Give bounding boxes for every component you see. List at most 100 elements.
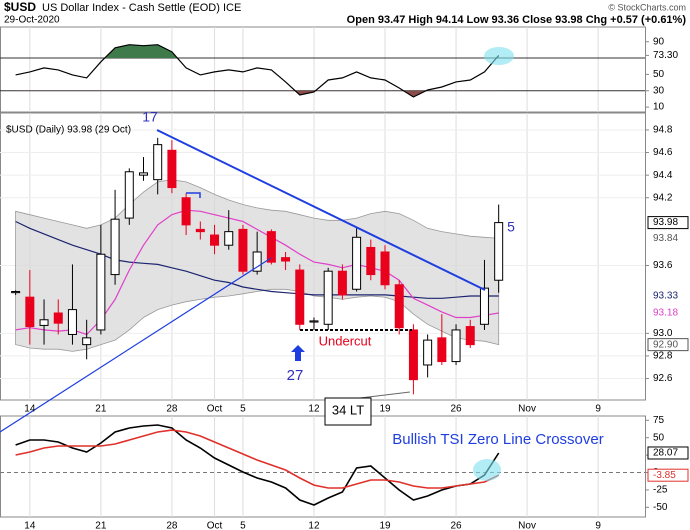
value-box bbox=[647, 216, 689, 230]
last-value-label: 93.33 bbox=[653, 291, 678, 302]
candle-body bbox=[394, 284, 404, 329]
candle-body bbox=[67, 309, 77, 335]
x-tick-label: Nov bbox=[518, 404, 536, 415]
candle-body bbox=[238, 228, 248, 272]
downtrend-line bbox=[156, 129, 486, 291]
y-tick-label: -25 bbox=[653, 485, 668, 496]
moving-average bbox=[15, 220, 499, 299]
y-tick-label: 94.6 bbox=[653, 147, 673, 158]
x-tick-label: 12 bbox=[308, 404, 320, 415]
candle-body bbox=[366, 246, 376, 276]
x-tick-label: Oct bbox=[207, 521, 223, 530]
x-tick-label: 12 bbox=[308, 521, 320, 530]
highlight bbox=[473, 459, 501, 481]
x-tick-label: 19 bbox=[379, 521, 391, 530]
x-tick-label: 21 bbox=[95, 521, 107, 530]
candle-body bbox=[437, 337, 447, 363]
annotation: 17 bbox=[142, 109, 158, 125]
y-tick-label: 50 bbox=[653, 69, 665, 80]
annotation: 27 bbox=[287, 367, 304, 384]
last-value-label: 93.18 bbox=[653, 308, 678, 319]
candle-body bbox=[465, 326, 475, 346]
candle-body bbox=[266, 231, 276, 263]
candle-body bbox=[224, 231, 234, 246]
candle-body bbox=[451, 329, 461, 363]
x-tick-label: Oct bbox=[207, 404, 223, 415]
callout-box bbox=[324, 397, 372, 426]
candle-body bbox=[11, 291, 21, 294]
x-tick-label: 9 bbox=[595, 521, 601, 530]
last-value-label: 93.84 bbox=[653, 233, 678, 244]
x-tick-label: 5 bbox=[240, 521, 246, 530]
candle-body bbox=[309, 320, 319, 323]
moving-average bbox=[15, 209, 499, 336]
candle-body bbox=[281, 257, 291, 262]
y-tick-label: 93.0 bbox=[653, 328, 673, 339]
y-tick-label: 94.4 bbox=[653, 170, 673, 181]
overlay bbox=[0, 47, 514, 481]
candle-body bbox=[138, 172, 148, 176]
annotation: 34 LT bbox=[332, 402, 364, 417]
uptrend-line bbox=[0, 257, 272, 433]
instrument-name: US Dollar Index - Cash Settle (EOD) ICE bbox=[42, 2, 241, 14]
candle-body bbox=[195, 228, 205, 233]
panel-frame bbox=[0, 26, 646, 113]
candle-body bbox=[337, 270, 347, 296]
date: 29-Oct-2020 bbox=[4, 15, 60, 26]
x-tick-label: 14 bbox=[24, 521, 36, 530]
labels: 90 73.30 50 30 10 14 21 28 Oct 5 12 19 26 Nov 9 94.8 94.… bbox=[6, 36, 689, 530]
candle-body bbox=[494, 222, 504, 281]
candle-body bbox=[252, 251, 262, 272]
candle-body bbox=[110, 218, 120, 276]
last-value-label: 92.90 bbox=[653, 339, 678, 350]
candle-body bbox=[39, 319, 49, 326]
candle-body bbox=[479, 287, 489, 325]
quote: Open 93.47 High 94.14 Low 93.36 Close 93… bbox=[347, 14, 687, 26]
value-box bbox=[647, 468, 689, 482]
candle-body bbox=[380, 251, 390, 286]
value-box bbox=[647, 446, 689, 460]
candle-body bbox=[167, 149, 177, 189]
candle-body bbox=[323, 270, 333, 325]
x-tick-label: 19 bbox=[379, 404, 391, 415]
panel-title: $USD (Daily) 93.98 (29 Oct) bbox=[6, 125, 131, 136]
y-tick-label: 50 bbox=[653, 432, 665, 443]
y-tick-label: 10 bbox=[653, 102, 665, 113]
annotation: 5 bbox=[507, 219, 515, 235]
x-tick-label: 21 bbox=[95, 404, 107, 415]
candle-body bbox=[96, 253, 106, 331]
candle-body bbox=[423, 339, 433, 366]
y-tick-label: 92.6 bbox=[653, 373, 673, 384]
y-tick-label: -50 bbox=[653, 502, 668, 513]
y-tick-label: 94.2 bbox=[653, 192, 673, 203]
x-tick-label: 26 bbox=[450, 521, 462, 530]
candle-body bbox=[53, 312, 63, 324]
bracket bbox=[186, 192, 201, 198]
candle-body bbox=[82, 337, 92, 346]
annotation: Bullish TSI Zero Line Crossover bbox=[392, 431, 603, 448]
series-line bbox=[15, 44, 500, 98]
x-tick-label: 28 bbox=[166, 404, 178, 415]
callout-pointer bbox=[359, 391, 411, 399]
x-tick-label: Nov bbox=[518, 521, 536, 530]
credit: © StockCharts.com bbox=[608, 2, 686, 12]
x-tick-label: 26 bbox=[450, 404, 462, 415]
candle-body bbox=[408, 329, 418, 381]
candle-body bbox=[25, 296, 35, 328]
y-tick-label: 92.8 bbox=[653, 351, 673, 362]
candle-body bbox=[210, 234, 220, 246]
x-tick-label: 14 bbox=[24, 404, 36, 415]
value-box bbox=[647, 338, 689, 352]
y-tick-label: 94.8 bbox=[653, 125, 673, 136]
panel-frame bbox=[0, 112, 646, 401]
y-tick-label: 73.30 bbox=[653, 50, 678, 61]
x-tick-label: 5 bbox=[240, 404, 246, 415]
y-tick-label: 30 bbox=[653, 85, 665, 96]
panel-frame bbox=[0, 415, 646, 518]
last-value-label: 28.07 bbox=[653, 448, 678, 459]
y-tick-label: 90 bbox=[653, 36, 665, 47]
last-value-label: 93.98 bbox=[653, 217, 678, 228]
candle-body bbox=[295, 269, 305, 325]
series-line bbox=[15, 429, 500, 489]
annotation: Undercut bbox=[319, 333, 372, 348]
